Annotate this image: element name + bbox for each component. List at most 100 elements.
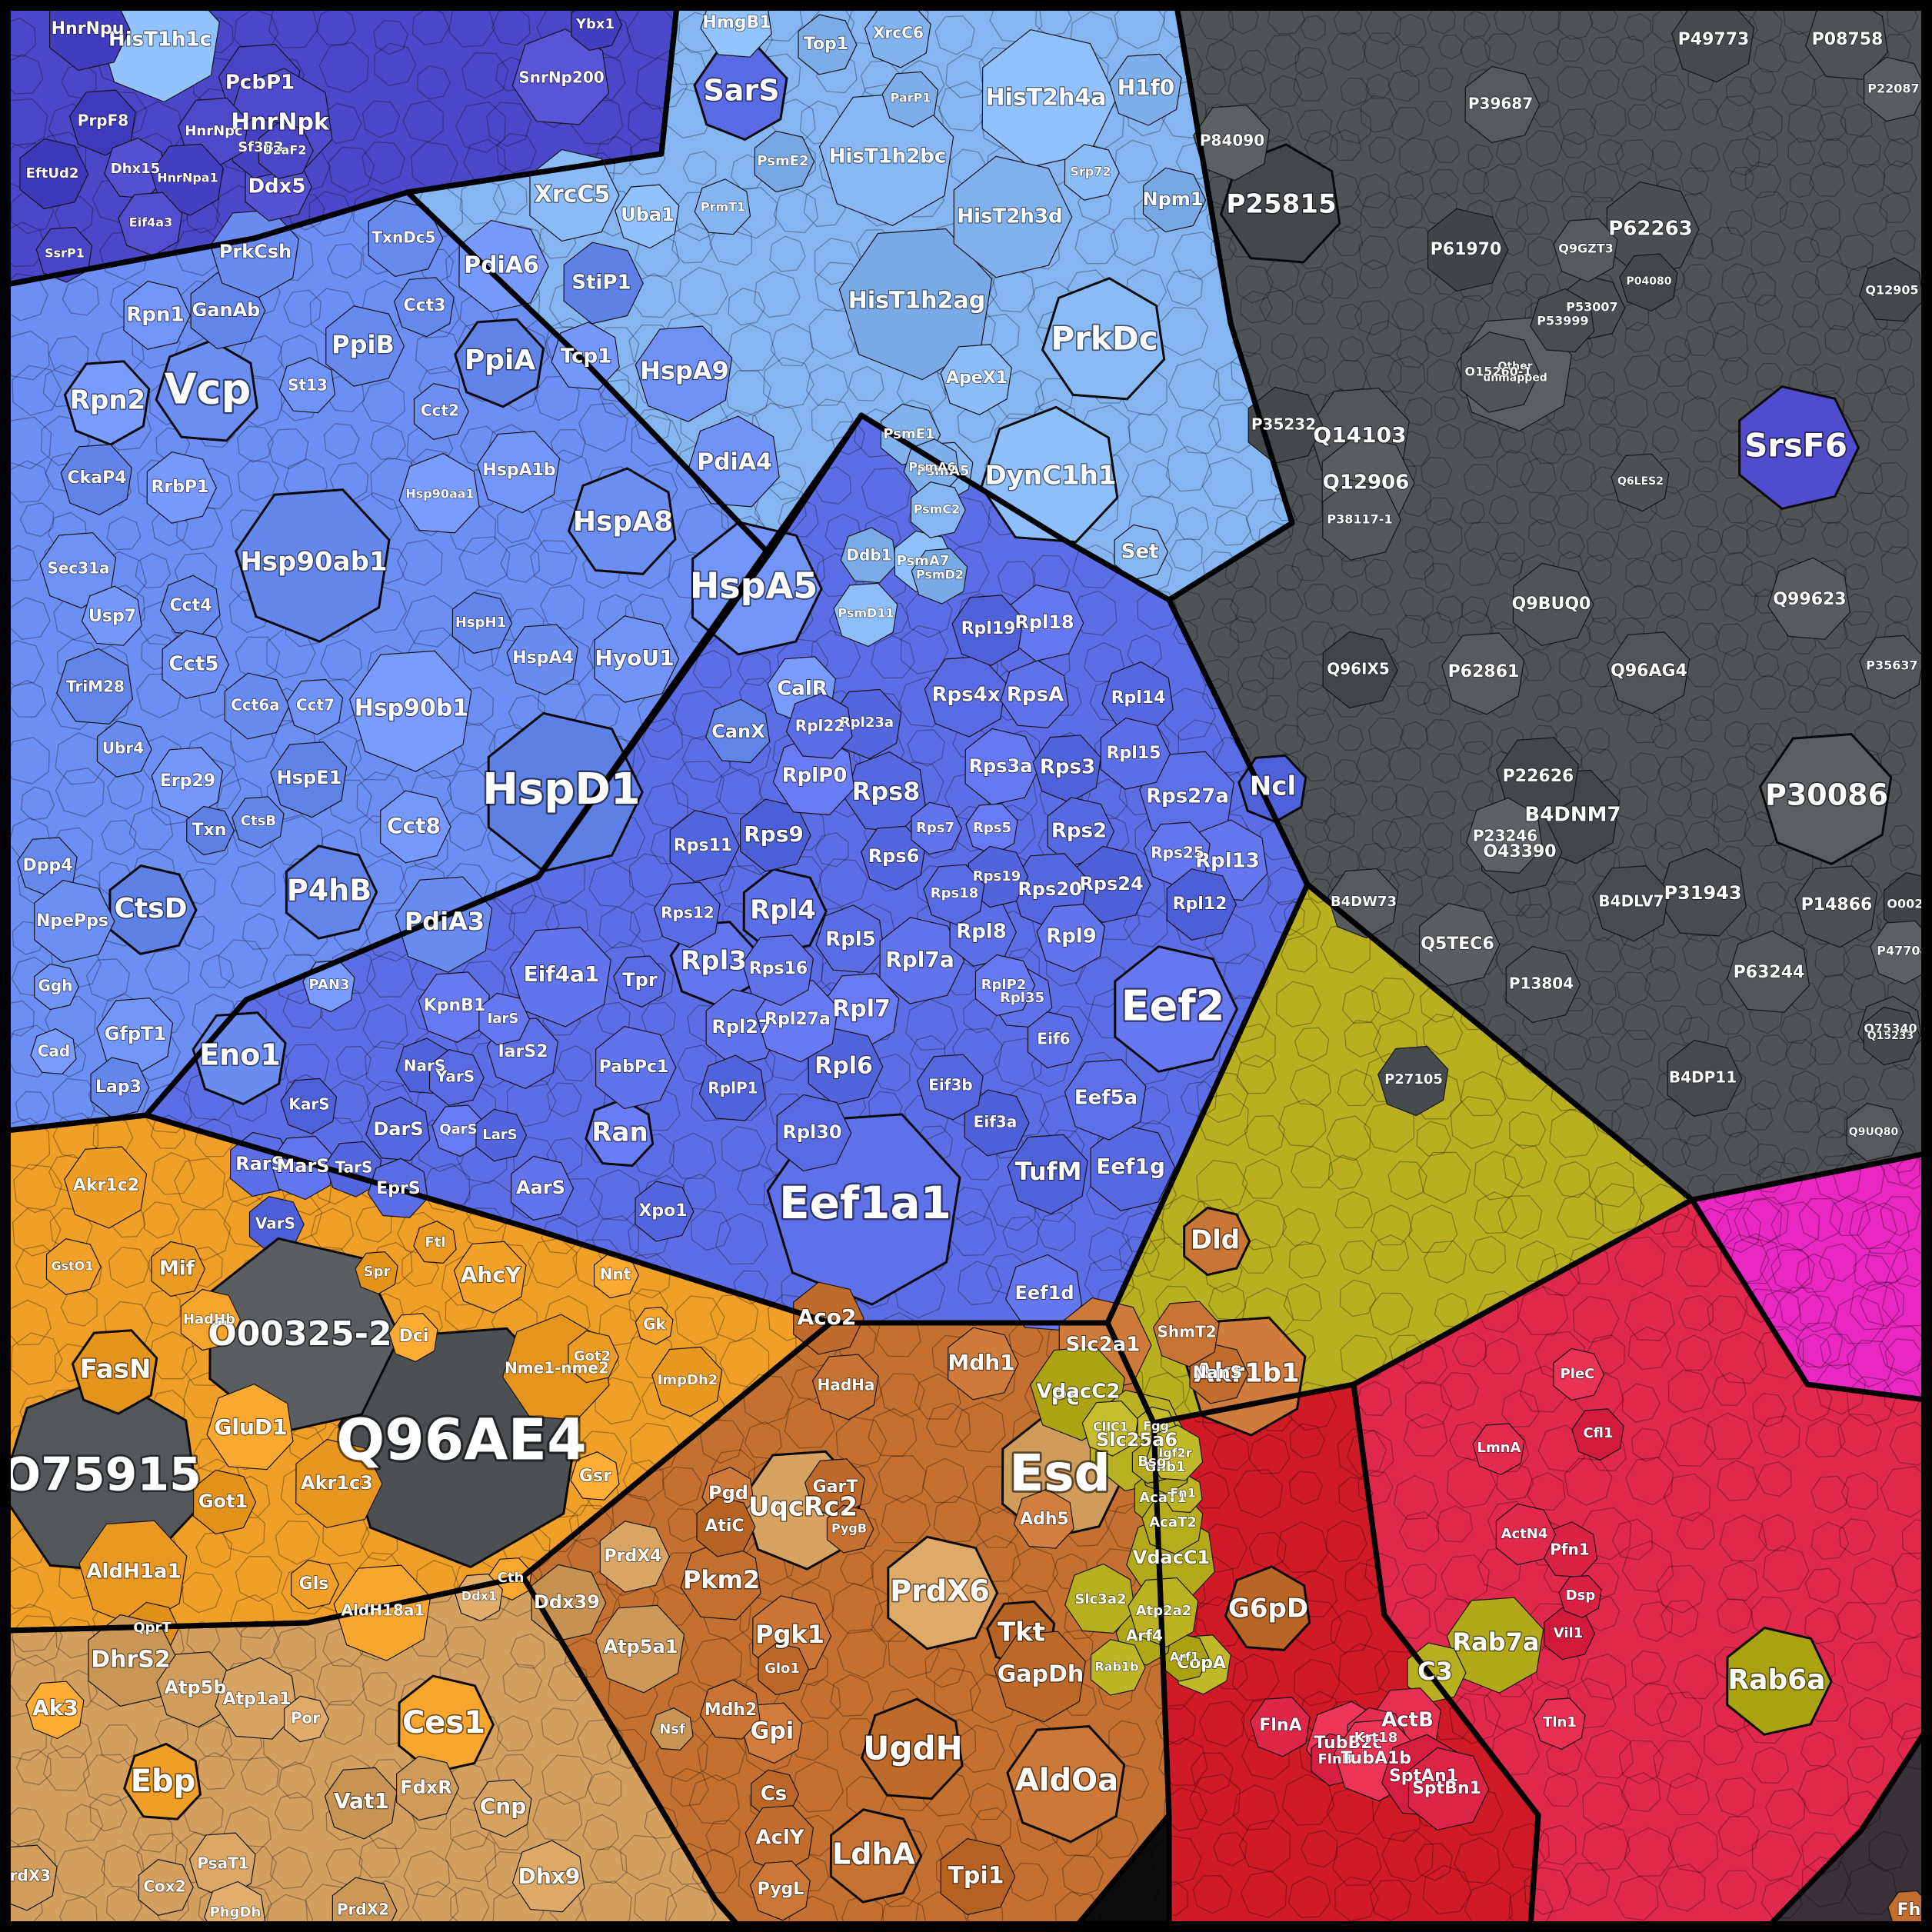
protein-label: HisT1h2bc (829, 145, 947, 168)
protein-cell (1880, 1196, 1921, 1237)
protein-cell (1764, 1788, 1806, 1830)
protein-cell (1095, 1815, 1139, 1859)
protein-cell (1847, 1340, 1895, 1388)
protein-cell (1108, 1720, 1146, 1758)
protein-cell (924, 655, 1007, 738)
protein-cell (1748, 1143, 1785, 1180)
protein-label: Arf1 (1170, 1650, 1199, 1664)
protein-cell (675, 1295, 725, 1346)
protein-cell (1277, 1098, 1327, 1148)
protein-cell (910, 481, 966, 538)
protein-cell (1422, 1864, 1472, 1914)
protein-cell (1424, 562, 1455, 594)
protein-cell (19, 502, 55, 538)
protein-cell (1691, 98, 1719, 125)
protein-cell (1292, 67, 1328, 102)
protein-cell (975, 1506, 1019, 1548)
protein-cell (1661, 530, 1692, 562)
protein-label: HspE1 (277, 767, 342, 788)
protein-label: Q96IX5 (1327, 660, 1390, 678)
protein-cell (1429, 168, 1459, 198)
protein-label: Igf2r (1158, 1446, 1192, 1461)
protein-cell (626, 7, 679, 60)
protein-cell (964, 728, 1041, 806)
protein-cell (370, 425, 406, 460)
protein-label: B4DLV7 (1598, 892, 1664, 911)
protein-cell (1137, 588, 1178, 631)
protein-cell (1467, 144, 1494, 171)
protein-cell (598, 906, 641, 949)
protein-label: AcaT1 (1139, 1490, 1187, 1506)
protein-cell (1657, 848, 1747, 937)
protein-cell (1174, 591, 1205, 622)
protein-cell (1697, 528, 1724, 555)
protein-cell (1656, 1564, 1705, 1614)
protein-cell (1530, 428, 1567, 465)
protein-cell (1692, 436, 1719, 463)
protein-label: Got1 (198, 1491, 248, 1512)
protein-cell (971, 1807, 1012, 1849)
protein-cell (1547, 881, 1584, 917)
protein-label: Tpi1 (948, 1863, 1004, 1890)
protein-cell (1424, 497, 1454, 526)
protein-cell (1334, 1876, 1379, 1922)
protein-cell (1724, 720, 1751, 748)
protein-cell (1714, 623, 1749, 658)
protein-cell (1090, 1639, 1146, 1696)
protein-cell (1821, 521, 1849, 548)
protein-cell (1711, 325, 1749, 362)
protein-cell (1326, 1115, 1371, 1161)
protein-label: Eef5a (1074, 1087, 1138, 1110)
protein-label: HnrNpc (185, 123, 242, 139)
protein-cell (1678, 1016, 1710, 1048)
protein-cell (1724, 1034, 1751, 1062)
protein-label: Got2 (574, 1348, 611, 1364)
protein-cell (778, 497, 819, 538)
protein-cell (567, 467, 677, 575)
protein-cell (696, 1496, 756, 1557)
protein-cell (1814, 1154, 1861, 1202)
protein-label: GluD1 (214, 1414, 287, 1440)
protein-cell (388, 1313, 438, 1363)
protein-cell (1088, 1227, 1133, 1271)
protein-cell (905, 998, 958, 1051)
protein-cell (1336, 108, 1371, 145)
protein-cell (1236, 655, 1274, 694)
protein-cell (1356, 1381, 1392, 1416)
protein-cell (510, 1155, 575, 1221)
protein-cell (1593, 498, 1626, 531)
protein-cell (1427, 67, 1454, 93)
protein-cell (1404, 525, 1432, 554)
protein-cell (1836, 234, 1874, 271)
protein-cell (1718, 1561, 1759, 1601)
protein-label: P14866 (1801, 895, 1873, 914)
protein-cell (1770, 1201, 1820, 1251)
protein-label: PdiA6 (464, 252, 539, 279)
protein-cell (413, 1221, 457, 1264)
protein-label: Bsg (1138, 1454, 1166, 1470)
protein-cell (1747, 723, 1777, 754)
protein-cell (1878, 1325, 1927, 1374)
protein-label: GfpT1 (105, 1023, 166, 1044)
protein-cell (597, 594, 635, 631)
protein-label: LdhA (832, 1837, 915, 1871)
protein-cell (690, 1209, 731, 1251)
protein-cell (1357, 842, 1387, 871)
protein-label: Q14103 (1313, 422, 1406, 448)
protein-cell (1344, 1020, 1382, 1058)
protein-cell (1589, 425, 1621, 458)
protein-label: Srp72 (1070, 165, 1111, 179)
protein-cell (1666, 1773, 1710, 1816)
protein-label: Eif3a (974, 1113, 1018, 1131)
protein-cell (705, 1819, 741, 1855)
protein-cell (1727, 930, 1810, 1013)
protein-cell (715, 768, 763, 814)
protein-cell (742, 1374, 794, 1425)
protein-cell (1722, 138, 1760, 176)
protein-cell (1558, 1574, 1602, 1618)
protein-cell (1521, 1044, 1551, 1074)
protein-cell (1818, 1243, 1857, 1282)
protein-cell (1054, 1891, 1103, 1932)
protein-label: DynC1h1 (984, 461, 1116, 491)
protein-cell (1559, 649, 1591, 683)
